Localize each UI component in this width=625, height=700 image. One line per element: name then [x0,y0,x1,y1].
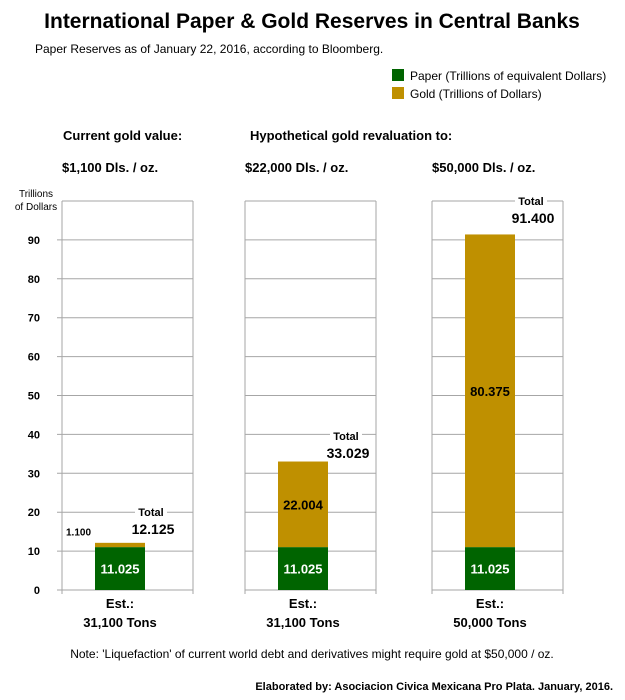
panel-price-label: $1,100 Dls. / oz. [62,160,158,175]
bar-gold [465,234,515,548]
group-header-hypothetical: Hypothetical gold revaluation to: [250,128,452,143]
total-label-bg [515,194,547,207]
legend-label-gold: Gold (Trillions of Dollars) [410,87,542,101]
y-tick-label: 0 [34,585,40,597]
legend-swatch-gold [392,87,404,99]
bar-label-paper: 11.025 [283,562,322,577]
y-tick-label: 90 [28,235,40,247]
y-tick-label: 50 [28,391,40,403]
bar-paper [465,547,515,590]
bar-paper [278,547,328,590]
credit: Elaborated by: Asociacion Civica Mexican… [255,681,613,693]
category-label-line2: 50,000 Tons [453,615,526,630]
total-label: Total [138,507,163,519]
bar-label-paper: 11.025 [100,562,139,577]
legend-swatch-paper [392,69,404,81]
footnote: Note: 'Liquefaction' of current world de… [70,647,554,661]
bar-label-gold: 1.100 [66,528,91,539]
y-tick-label: 30 [28,468,40,480]
y-tick-label: 10 [28,546,40,558]
category-label-line2: 31,100 Tons [83,615,156,630]
y-tick-label: 80 [28,274,40,286]
y-tick-label: 70 [28,313,40,325]
chart-subtitle: Paper Reserves as of January 22, 2016, a… [35,42,383,56]
category-label-line1: Est.: [476,596,504,611]
total-label-bg [135,505,167,519]
legend-label-paper: Paper (Trillions of equivalent Dollars) [410,69,606,83]
bar-label-paper: 11.025 [470,562,509,577]
total-label: Total [518,196,543,208]
bar-label-gold: 22.004 [283,497,324,512]
category-label-line2: 31,100 Tons [266,615,339,630]
y-tick-label: 40 [28,429,40,441]
category-label-line1: Est.: [289,596,317,611]
chart-title: International Paper & Gold Reserves in C… [44,10,580,33]
y-axis-label-line1: Trillions [19,189,53,200]
bar-paper [95,547,145,590]
y-tick-label: 20 [28,507,40,519]
total-value: 33.029 [327,445,370,461]
group-header-current: Current gold value: [63,128,182,143]
total-value: 91.400 [512,210,555,226]
panel-price-label: $22,000 Dls. / oz. [245,160,348,175]
y-axis-label-line2: of Dollars [15,202,57,213]
total-label: Total [333,431,358,443]
total-label-bg [330,428,362,442]
bar-gold [95,542,145,548]
bar-gold [278,461,328,548]
category-label-line1: Est.: [106,596,134,611]
panel-price-label: $50,000 Dls. / oz. [432,160,535,175]
total-value: 12.125 [132,521,175,537]
y-tick-label: 60 [28,352,40,364]
bar-label-gold: 80.375 [470,384,510,399]
